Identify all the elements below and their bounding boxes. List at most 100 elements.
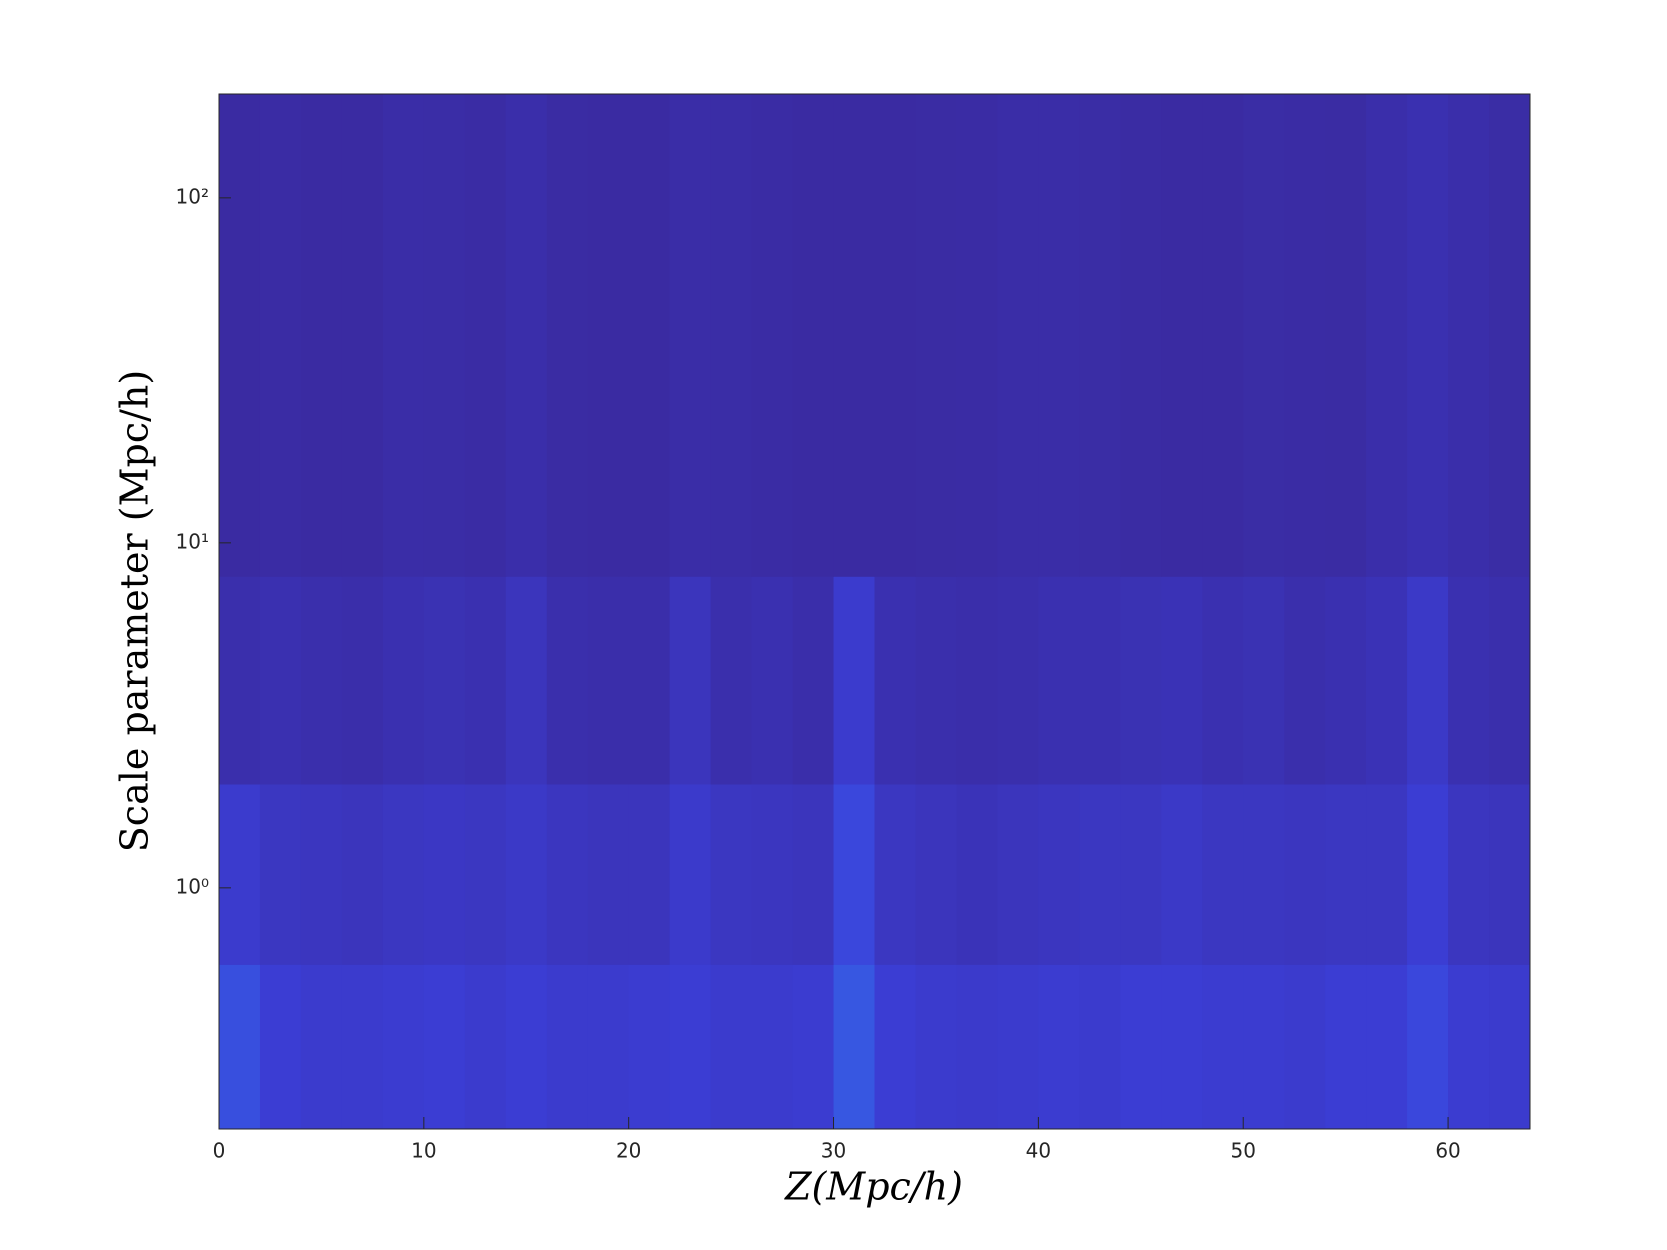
heatmap-cell [751,964,794,1130]
heatmap-cell [833,784,875,965]
heatmap-cell [546,94,589,577]
heatmap-cell [587,576,630,785]
heatmap-cell [1161,784,1203,965]
heatmap-cell [915,94,957,577]
heatmap-cell [464,576,507,785]
heatmap-cell [956,964,998,1130]
plot-frame [218,93,1531,1130]
heatmap-cell [505,94,548,577]
heatmap-cell [833,576,875,785]
heatmap-cell [1038,94,1080,577]
heatmap-cell [628,94,671,577]
x-tick-label: 20 [616,1139,641,1163]
x-tick-label: 60 [1435,1139,1460,1163]
heatmap-cell [505,964,548,1130]
heatmap-cell [1489,576,1531,785]
heatmap-cell [1243,94,1285,577]
heatmap-cell [710,94,753,577]
heatmap-cell [1038,784,1080,965]
heatmap-cell [628,784,671,965]
heatmap-cell [300,784,343,965]
heatmap-cell [997,576,1039,785]
heatmap-cell [259,576,302,785]
heatmap-cell [382,784,425,965]
heatmap-cell [792,576,835,785]
heatmap-cell [505,576,548,785]
heatmap-cell [1243,964,1285,1130]
heatmap-cell [833,94,875,577]
x-tick-label: 40 [1026,1139,1051,1163]
heatmap-cell [1284,94,1326,577]
heatmap-cell [546,964,589,1130]
heatmap-cell [423,964,466,1130]
heatmap-cell [1448,576,1490,785]
heatmap-cell [669,94,712,577]
heatmap-cell [219,94,261,577]
heatmap-cell [915,784,957,965]
heatmap-cell [259,784,302,965]
heatmap-cell [300,576,343,785]
heatmap-cell [259,94,302,577]
heatmap-cell [1366,964,1408,1130]
heatmap-cell [1038,576,1080,785]
heatmap-cell [1243,576,1285,785]
heatmap-cell [1038,964,1080,1130]
y-axis-label: Scale parameter (Mpc/h) [113,370,157,852]
heatmap-cell [792,964,835,1130]
heatmap-cell [1284,576,1326,785]
heatmap-cell [587,964,630,1130]
heatmap-cell [1407,964,1449,1130]
heatmap-cell [1407,784,1449,965]
heatmap-cell [1325,576,1367,785]
x-axis-label: Z(Mpc/h) [784,1165,963,1209]
heatmap-cell [341,964,384,1130]
heatmap-cell [219,576,261,785]
heatmap-cell [1079,784,1121,965]
heatmap-cell [874,94,916,577]
heatmap-cell [341,784,384,965]
heatmap-cell [1079,576,1121,785]
heatmap-cell [1489,784,1531,965]
heatmap-cell [1161,576,1203,785]
heatmap-cell [1120,576,1162,785]
heatmap-cell [1120,784,1162,965]
x-tick-label: 50 [1230,1139,1255,1163]
heatmap-cell [259,964,302,1130]
heatmap-cell [997,964,1039,1130]
heatmap-cell [669,964,712,1130]
heatmap-cell [1284,784,1326,965]
heatmap-cell [341,94,384,577]
heatmap-cell [710,576,753,785]
heatmap-cell [874,964,916,1130]
heatmap-cell [1161,94,1203,577]
heatmap-cell [219,784,261,965]
heatmap-cell [382,94,425,577]
x-tick-label: 0 [213,1139,226,1163]
heatmap-cell [219,964,261,1130]
heatmap-cell [382,576,425,785]
heatmap-cell [300,94,343,577]
heatmap-cell [1202,784,1244,965]
heatmap-cell [546,784,589,965]
heatmap-cell [423,784,466,965]
heatmap-cell [1079,964,1121,1130]
heatmap-cell [710,964,753,1130]
heatmap-cell [1448,784,1490,965]
heatmap-cell [956,94,998,577]
heatmap-cell [1284,964,1326,1130]
heatmap-cell [956,784,998,965]
heatmap-cell [546,576,589,785]
heatmap-cell [587,784,630,965]
heatmap-cell [956,576,998,785]
heatmap-cell [1407,94,1449,577]
heatmap-cell [628,576,671,785]
heatmap-cell [1407,576,1449,785]
heatmap-cell [1202,964,1244,1130]
heatmap-cell [997,784,1039,965]
heatmap-cell [505,784,548,965]
heatmap-cell [1120,964,1162,1130]
heatmap-cell [382,964,425,1130]
x-tick-label: 30 [821,1139,846,1163]
heatmap-cell [1448,94,1490,577]
